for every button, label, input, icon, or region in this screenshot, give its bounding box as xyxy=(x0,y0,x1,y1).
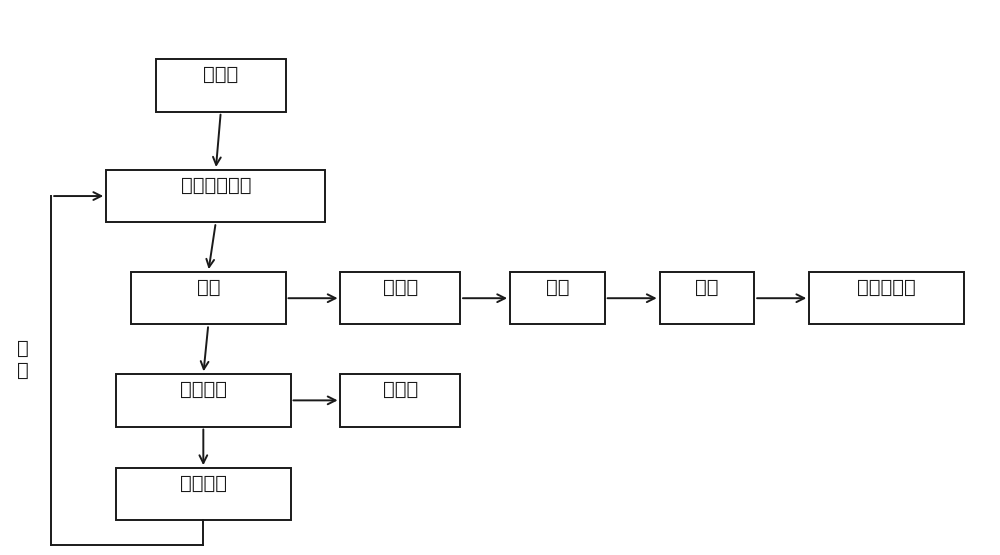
Text: 炭化: 炭化 xyxy=(695,278,719,319)
Text: 残余煤: 残余煤 xyxy=(383,278,418,319)
Text: 减压蒸馏: 减压蒸馏 xyxy=(180,380,227,421)
Bar xyxy=(510,272,605,325)
Bar xyxy=(340,374,460,427)
Bar xyxy=(131,272,286,325)
Bar xyxy=(809,272,964,325)
Bar xyxy=(156,59,286,112)
Text: 过滤: 过滤 xyxy=(197,278,220,319)
Text: 热溶油: 热溶油 xyxy=(383,380,418,421)
Text: 有机溶剂: 有机溶剂 xyxy=(180,474,227,514)
Text: 中孔活性炭: 中孔活性炭 xyxy=(857,278,916,319)
Text: 低阶煤: 低阶煤 xyxy=(203,65,238,106)
Text: 有机溶剂热溶: 有机溶剂热溶 xyxy=(181,175,251,216)
Bar xyxy=(116,468,291,521)
Bar xyxy=(340,272,460,325)
Text: 活化: 活化 xyxy=(546,278,569,319)
Bar xyxy=(106,170,325,223)
Text: 循
环: 循 环 xyxy=(17,339,29,402)
Bar xyxy=(660,272,754,325)
Bar xyxy=(116,374,291,427)
